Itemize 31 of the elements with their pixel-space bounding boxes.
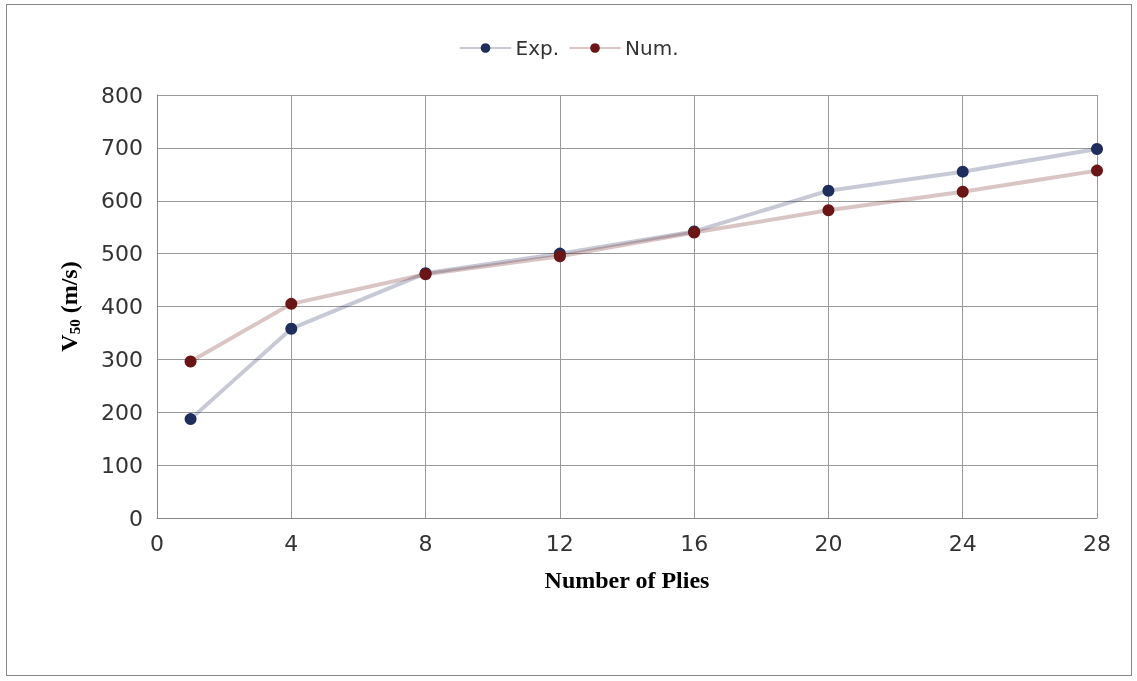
x-tick-label: 28 [1083,530,1111,556]
y-tick-label: 700 [101,135,143,161]
x-tick-label: 20 [814,530,843,556]
point [956,185,969,198]
y-tick-label: 600 [101,188,143,214]
y-tick-label: 100 [101,452,143,478]
y-axis-title: V50 (m/s) [55,261,83,352]
y-tick-label: 400 [101,294,143,319]
legend-label: Exp. [515,36,560,60]
point [184,355,197,368]
y-tick-label: 0 [129,505,143,531]
x-tick-label: 8 [418,530,433,556]
point [956,165,969,178]
y-tick-label: 800 [101,82,143,108]
point [822,184,835,197]
x-tick-label: 12 [545,530,574,556]
point [1091,142,1103,155]
x-tick-label: 0 [150,530,164,556]
y-tick-label: 200 [101,399,143,425]
point [822,204,835,217]
y-tick-label: 300 [101,346,143,372]
legend-label: Num. [625,36,679,60]
point [184,413,197,426]
point [1091,164,1103,177]
x-tick-label: 16 [680,530,709,556]
point [285,322,298,335]
x-axis-title: Number of Plies [544,567,710,593]
x-tick-label: 24 [948,530,977,556]
y-tick-label: 500 [101,241,143,267]
x-tick-label: 4 [284,530,299,556]
point [285,297,298,310]
